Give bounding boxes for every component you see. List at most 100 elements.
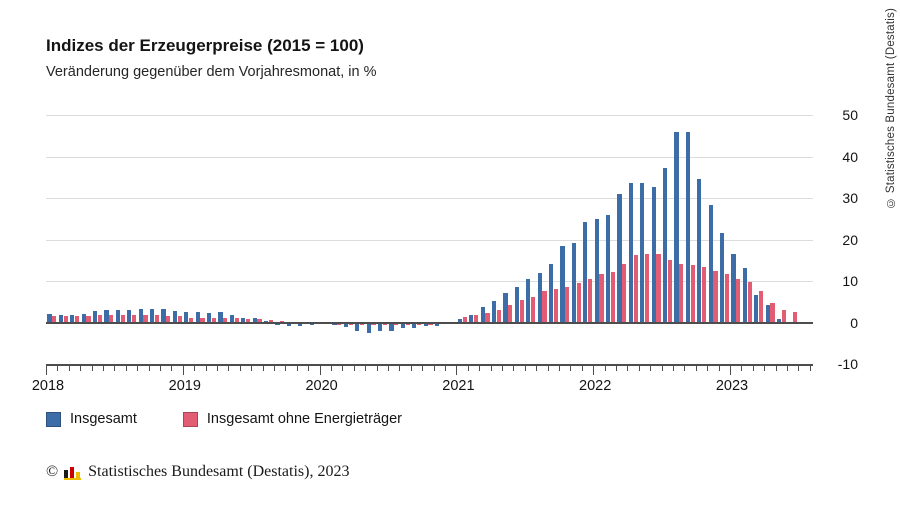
bar-insgesamt — [58, 315, 63, 323]
bar-ohne-energietraeger — [667, 260, 672, 323]
bar-ohne-energietraeger — [405, 323, 410, 325]
bar-ohne-energietraeger — [531, 297, 536, 323]
x-tick — [524, 366, 526, 371]
bar-insgesamt — [537, 272, 542, 323]
bar-insgesamt — [628, 183, 633, 323]
bar-insgesamt — [697, 179, 702, 323]
bar-insgesamt — [47, 313, 52, 323]
bar-insgesamt — [252, 317, 257, 323]
bar-ohne-energietraeger — [132, 315, 137, 323]
bar-ohne-energietraeger — [770, 303, 775, 323]
bar-insgesamt — [241, 317, 246, 323]
bar-ohne-energietraeger — [736, 279, 741, 323]
bar-ohne-energietraeger — [189, 317, 194, 323]
y-tick-label: 40 — [842, 148, 858, 165]
copyright-text: Statistisches Bundesamt (Destatis), 2023 — [88, 463, 350, 480]
bar-insgesamt — [400, 323, 405, 329]
bar-ohne-energietraeger — [371, 323, 376, 326]
page-title: Indizes der Erzeugerpreise (2015 = 100) — [46, 36, 364, 55]
bar-insgesamt — [127, 309, 132, 323]
side-watermark: © Statistisches Bundesamt (Destatis) — [885, 8, 897, 209]
bar-insgesamt — [309, 323, 314, 325]
bar-ohne-energietraeger — [63, 316, 68, 323]
x-year-label: 2021 — [442, 378, 475, 394]
bar-insgesamt — [594, 218, 599, 323]
bar-insgesamt — [412, 323, 417, 328]
x-tick — [262, 366, 264, 371]
gridline — [46, 281, 813, 282]
x-tick — [251, 366, 253, 371]
bar-ohne-energietraeger — [177, 316, 182, 323]
bar-insgesamt — [150, 308, 155, 323]
y-tick-label: 10 — [842, 273, 858, 289]
bar-insgesamt — [70, 314, 75, 323]
bar-ohne-energietraeger — [200, 317, 205, 323]
bar-insgesamt — [195, 311, 200, 323]
bar-ohne-energietraeger — [610, 271, 615, 323]
bar-ohne-energietraeger — [86, 315, 91, 323]
page-subtitle: Veränderung gegenüber dem Vorjahresmonat… — [46, 64, 377, 80]
bar-insgesamt — [651, 186, 656, 323]
x-tick — [68, 366, 70, 371]
bar-insgesamt — [492, 300, 497, 323]
x-tick — [479, 366, 481, 371]
bar-insgesamt — [674, 132, 679, 323]
bar-ohne-energietraeger — [496, 309, 501, 323]
x-tick — [228, 366, 230, 371]
bar-ohne-energietraeger — [656, 254, 661, 323]
bar-ohne-energietraeger — [588, 279, 593, 323]
x-year-label: 2022 — [579, 378, 612, 394]
x-tick — [775, 366, 777, 371]
bar-insgesamt — [685, 132, 690, 323]
bar-ohne-energietraeger — [223, 317, 228, 323]
bar-insgesamt — [161, 308, 166, 323]
x-tick — [399, 366, 401, 371]
bar-insgesamt — [366, 323, 371, 333]
x-tick — [103, 366, 104, 371]
x-tick — [695, 366, 697, 371]
bar-ohne-energietraeger — [337, 323, 342, 324]
bar-ohne-energietraeger — [690, 265, 695, 323]
x-tick — [547, 366, 549, 371]
x-tick — [342, 366, 344, 371]
x-year-label: 2023 — [715, 378, 749, 394]
x-tick — [707, 366, 709, 371]
bar-ohne-energietraeger — [143, 315, 148, 323]
bar-ohne-energietraeger — [565, 286, 570, 323]
x-year-label: 2018 — [31, 378, 65, 394]
bar-ohne-energietraeger — [633, 255, 638, 323]
bar-insgesamt — [355, 323, 360, 332]
x-tick — [741, 366, 743, 371]
x-tick — [604, 366, 606, 371]
bar-ohne-energietraeger — [382, 323, 387, 326]
zero-baseline — [46, 321, 813, 324]
x-tick — [422, 366, 424, 371]
x-tick — [125, 366, 127, 371]
bar-insgesamt — [435, 323, 440, 326]
x-tick — [217, 366, 218, 371]
bar-ohne-energietraeger — [724, 274, 729, 323]
bar-insgesamt — [754, 294, 759, 323]
bar-ohne-energietraeger — [485, 313, 490, 323]
bar-insgesamt — [742, 267, 747, 323]
x-tick — [650, 366, 652, 371]
bar-insgesamt — [207, 312, 212, 323]
bar-insgesamt — [765, 305, 770, 323]
x-tick — [319, 366, 321, 375]
bar-insgesamt — [332, 323, 337, 324]
x-tick — [513, 366, 515, 371]
x-tick — [46, 366, 47, 375]
bar-insgesamt — [172, 311, 177, 323]
x-tick — [331, 366, 332, 371]
bar-ohne-energietraeger — [474, 315, 479, 323]
x-tick — [467, 366, 469, 371]
bar-insgesamt — [606, 215, 611, 323]
bar-insgesamt — [218, 312, 223, 323]
x-tick — [239, 366, 241, 371]
destatis-logo-icon — [64, 465, 82, 480]
bar-ohne-energietraeger — [166, 315, 171, 323]
copyright-line: © Statistisches Bundesamt (Destatis), 20… — [46, 463, 349, 481]
x-tick — [787, 366, 788, 371]
x-tick — [490, 366, 492, 371]
